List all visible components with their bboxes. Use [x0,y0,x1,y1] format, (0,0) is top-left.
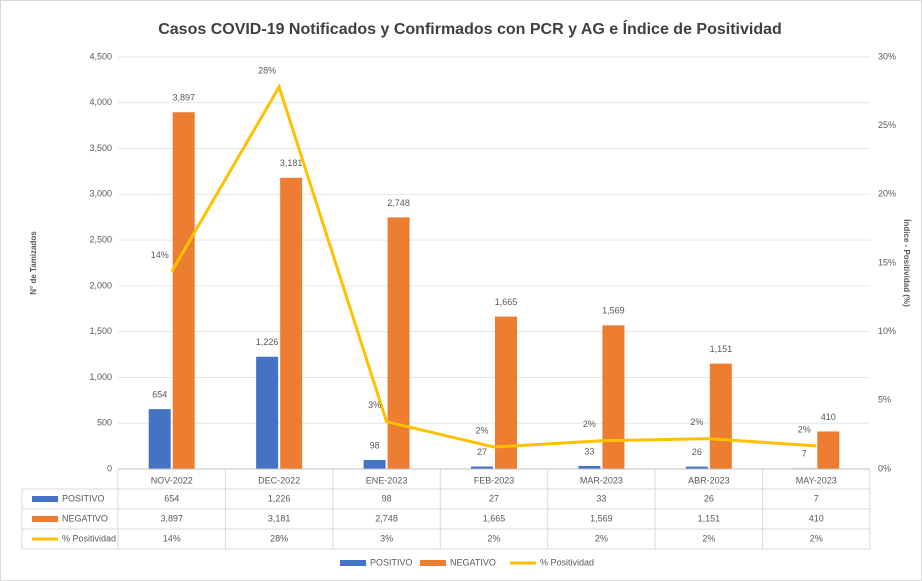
y-tick-label: 1,500 [89,326,112,336]
y-tick-label: 0 [107,463,112,473]
table-row-header: % Positividad [62,533,116,543]
table-cell: 2% [810,533,823,543]
line [170,83,817,449]
y-tick-label: 3,000 [89,189,112,199]
table-cell: 1,226 [268,493,291,503]
y-tick-label: 500 [97,418,112,428]
table-cell: 2% [595,533,608,543]
data-label: 2% [583,419,596,429]
table-cell: 1,151 [698,513,721,523]
table-cell: 1,665 [483,513,506,523]
data-label: 14% [151,250,169,260]
y-tick-label: 2,000 [89,280,112,290]
bar [602,325,625,469]
x-tick-label: MAR-2023 [580,475,623,485]
table-cell: 2,748 [375,513,398,523]
bar [817,431,840,469]
table-cell: 410 [809,513,824,523]
table-cell: 2% [487,533,500,543]
y2-tick-label: 20% [878,189,896,199]
data-label: 2,748 [387,198,410,208]
y-axis-title: N° de Tamizados [29,231,38,295]
data-label: 26 [692,447,702,457]
data-label: 1,569 [602,306,625,316]
data-label: 27 [477,447,487,457]
legend-label: NEGATIVO [450,557,496,567]
data-label: 410 [821,412,836,422]
table-row-header: NEGATIVO [62,513,108,523]
table-row-header: POSITIVO [62,493,105,503]
data-label: 98 [370,440,380,450]
y-tick-label: 4,500 [89,51,112,61]
table-cell: 26 [704,493,714,503]
chart-title: Casos COVID-19 Notificados y Confirmados… [158,19,782,38]
table-cell: 7 [814,493,819,503]
data-label: 1,226 [256,337,279,347]
table-cell: 2% [702,533,715,543]
legend-label: POSITIVO [370,557,413,567]
x-tick-label: ABR-2023 [688,475,730,485]
data-label: 2% [475,425,488,435]
bar [148,409,171,469]
y2-tick-label: 25% [878,120,896,130]
y2-tick-label: 15% [878,257,896,267]
data-label: 2% [798,424,811,434]
table-cell: 27 [489,493,499,503]
data-label: 3,181 [280,158,303,168]
bar [363,460,386,469]
data-label: 1,151 [710,344,733,354]
y2-tick-label: 0% [878,463,891,473]
x-tick-label: ENE-2023 [366,475,408,485]
bar [280,177,303,469]
bar [172,112,195,469]
y2-axis-title: Índice - Positividad (%) [902,219,911,307]
x-tick-label: NOV-2022 [151,475,193,485]
data-label: 3,897 [172,93,195,103]
data-label: 33 [584,446,594,456]
table-cell: 1,569 [590,513,613,523]
data-label: 1,665 [495,297,518,307]
y2-tick-label: 5% [878,395,891,405]
table-cell: 14% [163,533,181,543]
table-cell: 3% [380,533,393,543]
bar [471,466,493,469]
bar [685,466,708,469]
legend-label: % Positividad [540,557,594,567]
table-cell: 98 [382,493,392,503]
data-label: 3% [368,400,381,410]
bar [709,363,732,469]
y-tick-label: 1,000 [89,372,112,382]
data-label: 7 [802,449,807,459]
y2-tick-label: 10% [878,326,896,336]
bar [495,316,517,469]
table-cell: 3,897 [160,513,183,523]
table-cell: 654 [164,493,179,503]
legend-swatch [340,560,366,566]
table-cell: 28% [270,533,288,543]
table-cell: 33 [596,493,606,503]
legend-swatch [420,560,446,566]
x-tick-label: MAY-2023 [796,475,837,485]
y-tick-label: 2,500 [89,234,112,244]
table-cell: 3,181 [268,513,291,523]
data-label: 654 [152,389,167,399]
y-tick-label: 4,000 [89,97,112,107]
y2-tick-label: 30% [878,51,896,61]
legend-swatch [32,496,58,502]
x-tick-label: DEC-2022 [258,475,300,485]
bar [578,465,601,469]
bar [387,217,410,469]
data-label: 28% [258,65,276,75]
legend-swatch [32,516,58,522]
bar [256,356,279,469]
data-label: 2% [690,417,703,427]
y-tick-label: 3,500 [89,143,112,153]
x-tick-label: FEB-2023 [474,475,515,485]
